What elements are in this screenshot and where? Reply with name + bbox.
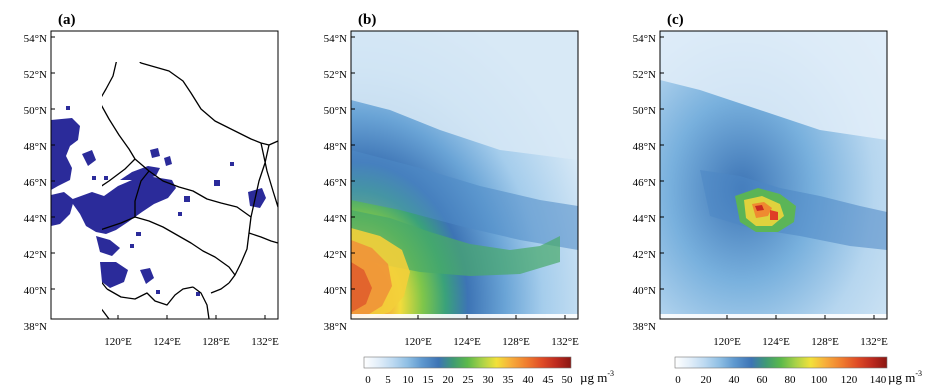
lon-tick: 120°E <box>404 336 432 348</box>
lat-tick: 44°N <box>24 213 47 225</box>
colorbar-c-unit: µg m-3 <box>888 369 922 385</box>
panel-c-label: (c) <box>667 12 684 28</box>
panel-a-background <box>51 31 278 319</box>
lat-tick: 38°N <box>633 321 656 333</box>
panel-c-frame <box>659 30 888 320</box>
panel-b-contours <box>351 31 578 319</box>
lat-tick: 54°N <box>633 33 656 45</box>
fire-points-layer <box>51 106 266 296</box>
panel-c-lat-axis: 54°N 52°N 50°N 48°N 46°N 44°N 42°N 40°N … <box>633 33 656 333</box>
lat-tick: 38°N <box>24 321 47 333</box>
unit-sup: -3 <box>607 369 614 378</box>
lat-tick: 50°N <box>324 105 347 117</box>
cb-tick: 20 <box>701 374 713 386</box>
cb-tick: 10 <box>403 374 415 386</box>
lat-tick: 46°N <box>24 177 47 189</box>
lat-tick: 38°N <box>324 321 347 333</box>
lat-tick: 50°N <box>633 105 656 117</box>
cb-tick: 30 <box>483 374 495 386</box>
lon-tick: 124°E <box>453 336 481 348</box>
colorbar-c <box>674 356 888 369</box>
lat-tick: 48°N <box>324 141 347 153</box>
lat-tick: 46°N <box>633 177 656 189</box>
lon-tick: 124°E <box>153 336 181 348</box>
panel-a-label: (a) <box>58 12 76 28</box>
lat-tick: 42°N <box>324 249 347 261</box>
panel-b-frame <box>350 30 579 320</box>
panel-a: (a) <box>50 12 279 320</box>
colorbar-b-unit: µg m-3 <box>580 369 614 385</box>
unit-sup: -3 <box>915 369 922 378</box>
lat-tick: 52°N <box>324 69 347 81</box>
cb-tick: 40 <box>523 374 535 386</box>
lat-tick: 50°N <box>24 105 47 117</box>
lat-tick: 52°N <box>633 69 656 81</box>
lon-tick: 128°E <box>502 336 530 348</box>
panel-a-lat-axis: 54°N 52°N 50°N 48°N 46°N 44°N 42°N 40°N … <box>24 33 47 333</box>
cb-tick: 100 <box>811 374 828 386</box>
cb-tick: 45 <box>543 374 555 386</box>
cb-tick: 35 <box>503 374 515 386</box>
panel-b-label: (b) <box>358 12 376 28</box>
lat-tick: 42°N <box>24 249 47 261</box>
lat-tick: 44°N <box>324 213 347 225</box>
lon-tick: 120°E <box>104 336 132 348</box>
colorbar-c-ticks: 0 20 40 60 80 100 120 140 <box>675 374 887 386</box>
cb-tick: 120 <box>841 374 858 386</box>
lat-tick: 44°N <box>633 213 656 225</box>
lat-tick: 54°N <box>324 33 347 45</box>
panel-b: (b) 54°N 52°N 50°N 48°N 46°N 44°N 42°N 4… <box>324 12 614 386</box>
lon-tick: 120°E <box>713 336 741 348</box>
lon-tick: 128°E <box>202 336 230 348</box>
lon-tick: 132°E <box>860 336 888 348</box>
frame-ticks <box>51 36 875 319</box>
lon-tick: 132°E <box>251 336 279 348</box>
cb-tick: 20 <box>443 374 455 386</box>
panel-a-lon-axis: 120°E 124°E 128°E 132°E <box>104 336 279 348</box>
colorbar-b-ticks: 0 5 10 15 20 25 30 35 40 45 50 <box>365 374 573 386</box>
cb-tick: 60 <box>757 374 769 386</box>
lat-tick: 46°N <box>324 177 347 189</box>
cb-tick: 80 <box>785 374 797 386</box>
cb-tick: 0 <box>365 374 371 386</box>
lat-tick: 42°N <box>633 249 656 261</box>
cb-tick: 25 <box>463 374 475 386</box>
cb-tick: 40 <box>729 374 741 386</box>
lat-tick: 54°N <box>24 33 47 45</box>
unit-main: µg m <box>580 370 607 385</box>
panel-b-lat-axis: 54°N 52°N 50°N 48°N 46°N 44°N 42°N 40°N … <box>324 33 347 333</box>
lon-tick: 132°E <box>551 336 579 348</box>
lat-tick: 48°N <box>24 141 47 153</box>
panel-c-lon-axis: 120°E 124°E 128°E 132°E <box>713 336 888 348</box>
panel-c-contours <box>660 31 887 319</box>
cb-tick: 0 <box>675 374 681 386</box>
colorbar-b <box>363 356 572 369</box>
cb-tick: 140 <box>870 374 887 386</box>
panel-c: (c) 54°N 52°N 50°N 48°N 46°N 44°N 42°N 4… <box>633 12 922 386</box>
cb-tick: 50 <box>562 374 574 386</box>
cb-tick: 5 <box>385 374 391 386</box>
lon-tick: 128°E <box>811 336 839 348</box>
panel-b-lon-axis: 120°E 124°E 128°E 132°E <box>404 336 579 348</box>
lat-tick: 52°N <box>24 69 47 81</box>
lat-tick: 40°N <box>324 285 347 297</box>
cb-tick: 15 <box>423 374 435 386</box>
lat-tick: 40°N <box>633 285 656 297</box>
lat-tick: 40°N <box>24 285 47 297</box>
panel-a-frame <box>50 30 279 320</box>
lon-tick: 124°E <box>762 336 790 348</box>
unit-main: µg m <box>888 370 915 385</box>
lat-tick: 48°N <box>633 141 656 153</box>
